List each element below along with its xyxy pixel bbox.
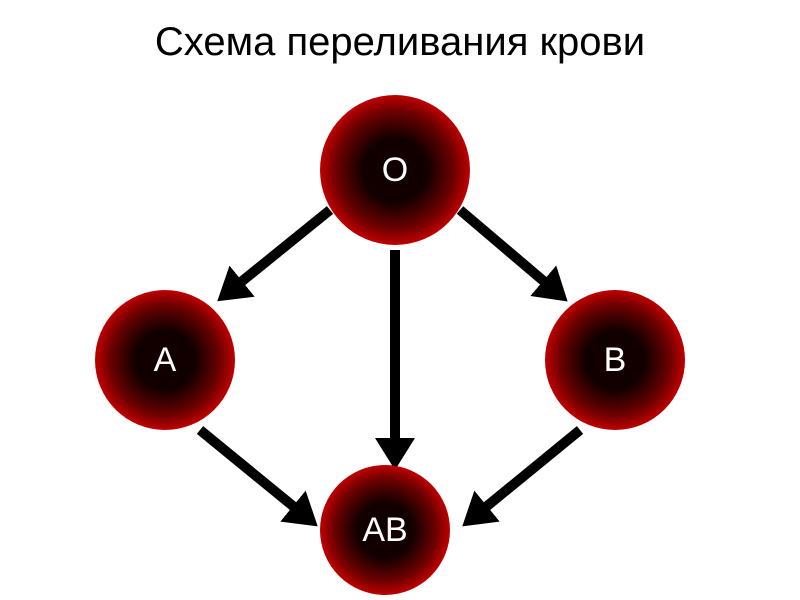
diagram-title: Схема переливания крови	[0, 20, 800, 65]
blood-type-label: B	[604, 341, 627, 380]
edge-b-to-ab	[470, 430, 580, 520]
blood-type-label: O	[382, 151, 408, 190]
blood-type-label: A	[154, 341, 177, 380]
blood-type-node-o: O	[320, 95, 470, 245]
blood-transfusion-diagram: OABAB	[0, 80, 800, 600]
edge-o-to-a	[225, 210, 330, 295]
blood-type-node-a: A	[95, 290, 235, 430]
blood-type-node-ab: AB	[320, 465, 450, 595]
blood-type-label: AB	[362, 511, 407, 550]
blood-type-node-b: B	[545, 290, 685, 430]
edge-o-to-b	[460, 210, 560, 295]
edge-a-to-ab	[200, 430, 310, 520]
